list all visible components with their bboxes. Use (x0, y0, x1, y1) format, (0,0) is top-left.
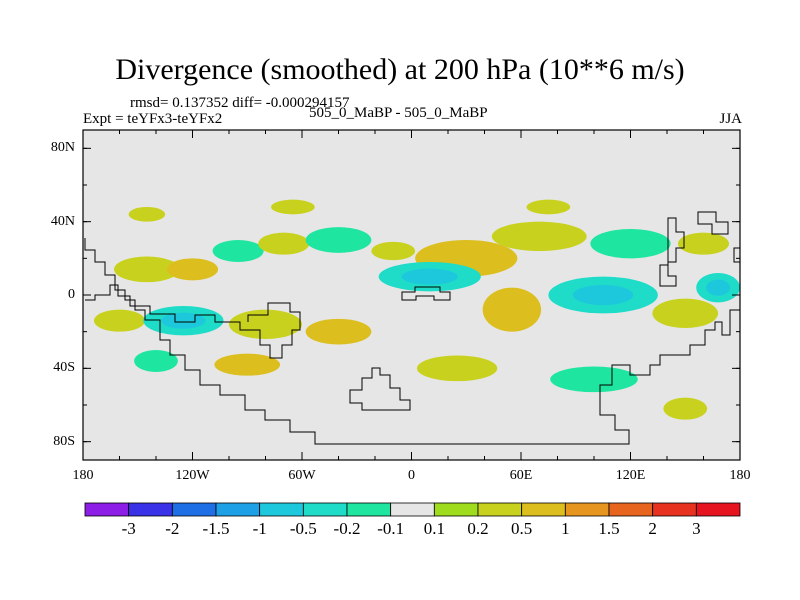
colorbar-box-1 (128, 502, 173, 517)
x-tick-label-5: 120E (615, 468, 646, 483)
colorbar-box-14 (695, 502, 741, 517)
anomaly-blob-3 (258, 232, 310, 255)
colorbar-label-4: -0.5 (289, 519, 317, 538)
colorbar-box-7 (390, 502, 435, 517)
anomaly-core-19 (229, 358, 266, 371)
colorbar-label-1: -2 (165, 519, 180, 538)
anomaly-core-26 (706, 279, 731, 296)
anomaly-blob-22 (663, 397, 708, 420)
y-tick-label-4: 80S (53, 433, 75, 449)
colorbar-label-8: 0.2 (467, 519, 489, 538)
colorbar-box-2 (171, 502, 217, 517)
anomaly-blob-5 (371, 241, 416, 261)
anomaly-blob-23 (270, 199, 315, 215)
anomaly-core-1 (178, 263, 207, 276)
colorbar-label-11: 1.5 (598, 519, 620, 538)
colorbar-box-13 (652, 502, 697, 517)
colorbar-label-6: -0.1 (377, 519, 405, 538)
x-tick-label-4: 60E (509, 468, 533, 483)
y-tick-label-3: 40S (53, 360, 75, 376)
anomaly-core-14 (401, 268, 458, 285)
colorbar-box-11 (564, 502, 610, 517)
anomaly-blob-9 (677, 232, 730, 255)
chart-title: Divergence (smoothed) at 200 hPa (10**6 … (115, 53, 685, 86)
anomaly-blob-2 (212, 240, 264, 262)
y-tick-label-0: 80N (50, 140, 75, 156)
anomaly-core-16 (573, 284, 634, 306)
colorbar-box-9 (477, 502, 523, 517)
x-tick-label-0: 180 (72, 468, 94, 483)
anomaly-blob-10 (93, 309, 146, 332)
x-tick-label-2: 60W (288, 468, 316, 483)
continent-outline (84, 211, 740, 445)
y-tick-label-2: 0 (68, 287, 75, 302)
colorbar-box-0 (84, 502, 130, 517)
anomaly-core-11 (161, 312, 206, 329)
colorbar-box-12 (608, 502, 654, 517)
x-tick-label-6: 180 (729, 468, 751, 483)
colorbar-box-6 (346, 502, 392, 517)
anomaly-core-15 (495, 297, 528, 322)
anomaly-blob-12 (229, 309, 302, 340)
colorbar-label-3: -1 (252, 519, 267, 538)
colorbar-label-10: 1 (561, 519, 570, 538)
colorbar-label-2: -1.5 (202, 519, 230, 538)
colorbar-label-13: 3 (692, 519, 701, 538)
colorbar-label-0: -3 (121, 519, 136, 538)
anomaly-blob-0 (114, 256, 180, 283)
colorbar-label-7: 0.1 (423, 519, 445, 538)
stats-label: rmsd= 0.137352 diff= -0.000294157 (130, 95, 350, 111)
season-label: JJA (719, 111, 742, 127)
anomaly-blob-4 (305, 227, 372, 253)
anomaly-blob-17 (652, 298, 719, 329)
colorbar-label-5: -0.2 (333, 519, 361, 538)
x-tick-label-3: 0 (408, 468, 415, 483)
colorbar-label-12: 2 (648, 519, 657, 538)
colorbar-box-8 (433, 502, 479, 517)
anomaly-blob-20 (416, 355, 498, 382)
center-string: 505_0_MaBP - 505_0_MaBP (309, 105, 488, 121)
colorbar-box-3 (215, 502, 261, 517)
anomaly-blob-25 (128, 207, 166, 222)
colorbar-box-10 (521, 502, 566, 517)
anomaly-core-6 (438, 248, 495, 269)
colorbar-box-4 (259, 502, 304, 517)
colorbar-box-5 (302, 502, 348, 517)
left-string: Expt = teYFx3-teYFx2 (83, 111, 223, 127)
anomaly-blob-7 (491, 221, 587, 251)
colorbar-label-9: 0.5 (511, 519, 533, 538)
y-tick-label-1: 40N (50, 213, 75, 229)
anomaly-blob-18 (134, 350, 178, 372)
anomaly-blob-24 (526, 199, 571, 215)
x-tick-label-1: 120W (175, 468, 210, 483)
anomaly-blob-8 (590, 229, 671, 259)
anomaly-core-13 (320, 324, 357, 339)
anomaly-blob-21 (550, 366, 638, 393)
